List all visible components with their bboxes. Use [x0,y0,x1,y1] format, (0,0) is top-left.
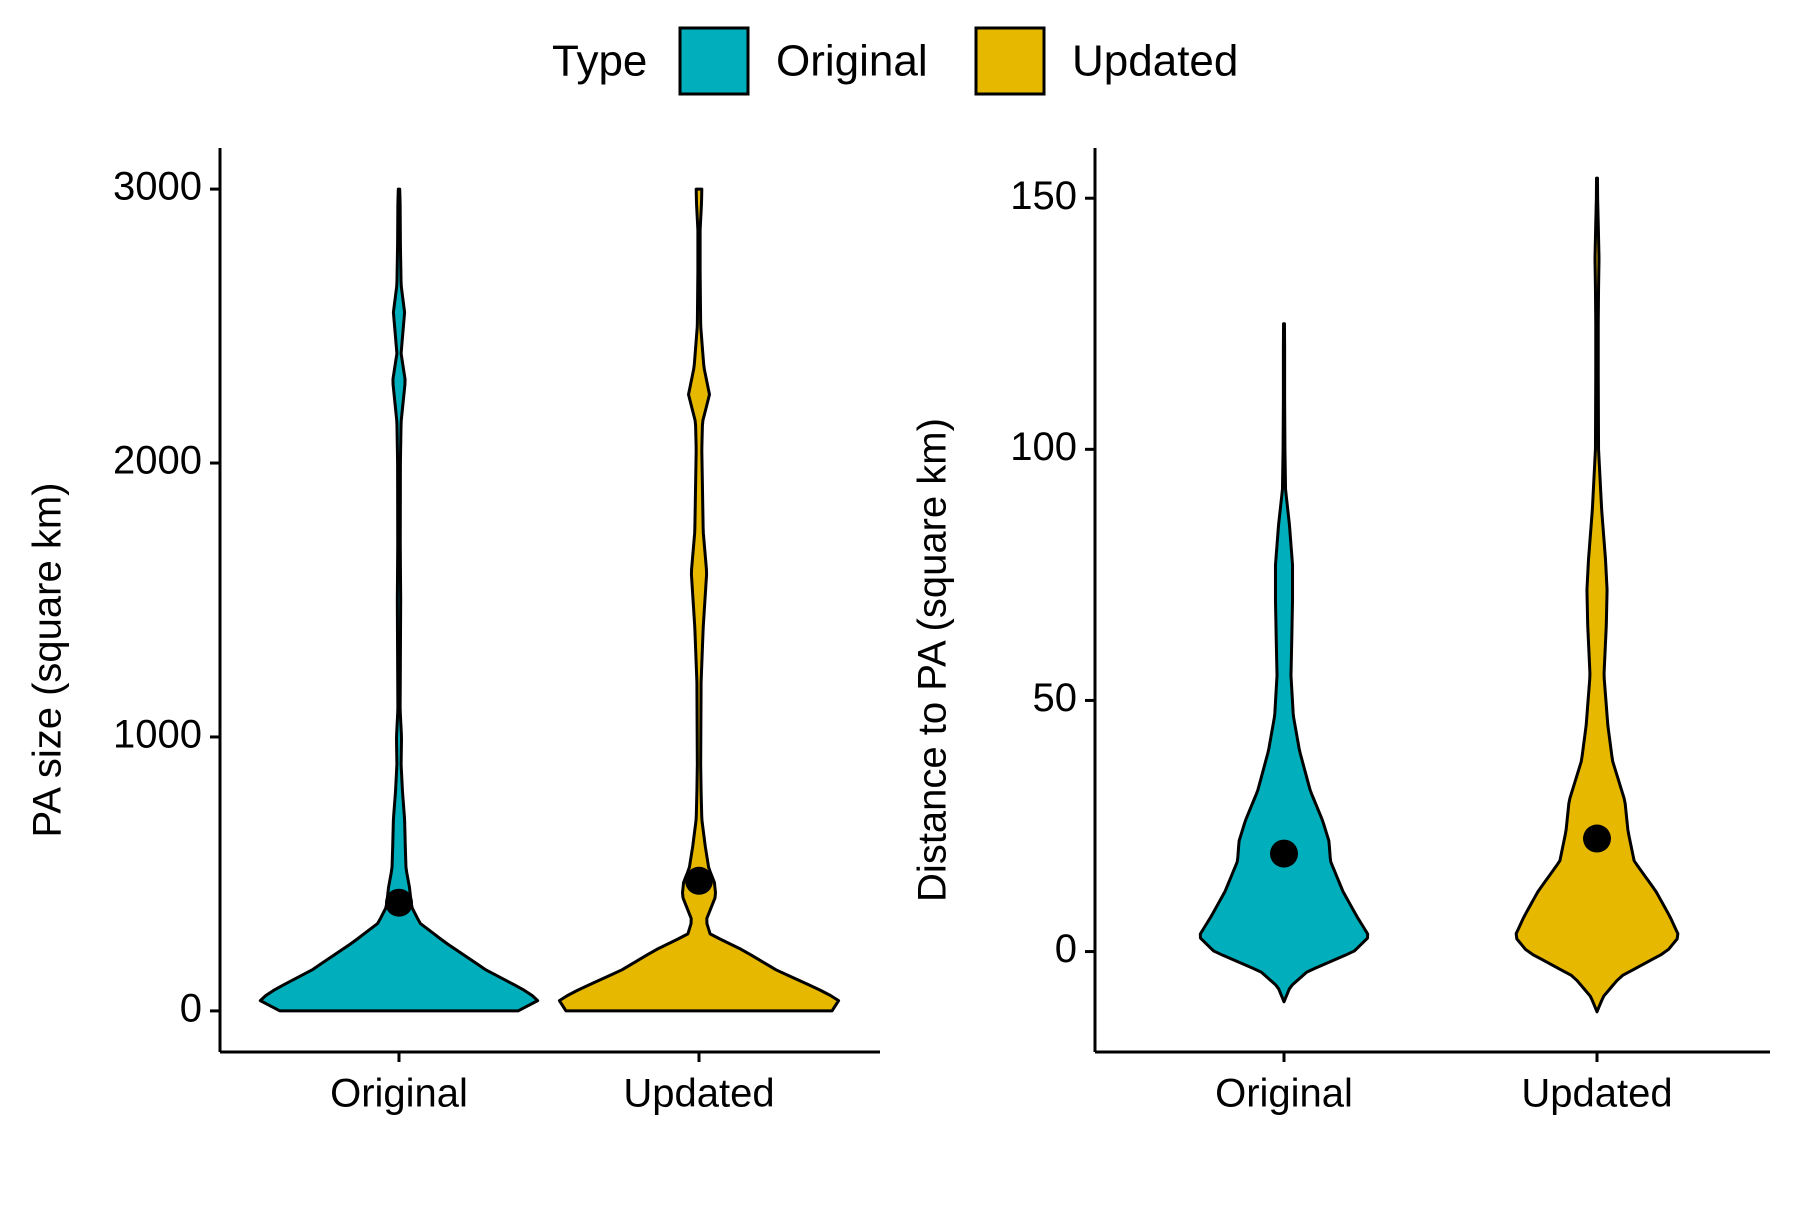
legend-label-updated: Updated [1072,37,1238,86]
legend-title: Type [552,37,647,86]
y-tick-label: 50 [1033,676,1078,720]
y-tick-label: 1000 [113,713,202,757]
mean-point-original [1270,839,1298,868]
violin-original [258,187,540,1013]
mean-point-updated [1583,824,1611,853]
legend-label-original: Original [776,37,928,86]
x-tick-label: Updated [623,1072,774,1116]
y-tick-label: 0 [180,986,202,1030]
y-tick-label: 150 [1010,174,1077,218]
violin-updated [557,187,841,1013]
legend-swatch-original [678,26,750,96]
y-tick-label: 3000 [113,165,202,209]
legend: Type Original Updated [552,26,1238,96]
x-tick-label: Original [330,1072,468,1116]
y-axis-title: Distance to PA (square km) [911,418,955,902]
y-axis-title: PA size (square km) [26,483,70,838]
x-tick-label: Original [1215,1072,1353,1116]
violin-updated [1514,176,1680,1014]
y-tick-label: 0 [1055,927,1077,971]
y-tick-label: 100 [1010,425,1077,469]
y-tick-label: 2000 [113,439,202,483]
panel-distance: 0 50 100 150 Original Updated Distance to PA (… [911,148,1770,1116]
legend-swatch-updated [974,26,1046,96]
mean-point-original [385,888,413,917]
x-tick-label: Updated [1521,1072,1672,1116]
mean-point-updated [685,866,713,895]
violin-original [1198,322,1370,1004]
panel-pa-size: 0 1000 2000 3000 Original Updated PA size (squ… [26,148,880,1116]
